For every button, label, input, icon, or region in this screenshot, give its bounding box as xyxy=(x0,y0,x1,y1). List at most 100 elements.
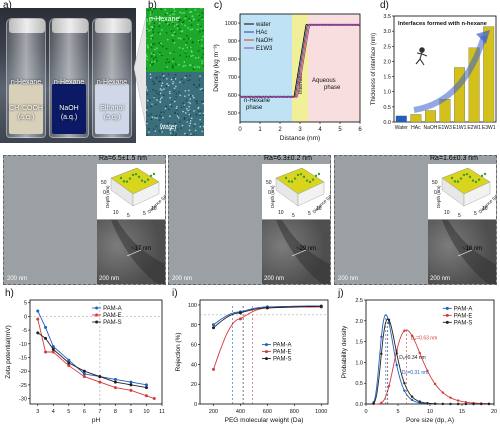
y-axis-label: Thickness of interface (nm) xyxy=(371,33,377,105)
category-label: Water xyxy=(395,125,408,131)
data-point xyxy=(98,375,102,379)
afm-z-tick: 0 xyxy=(434,190,437,196)
data-point xyxy=(426,402,429,405)
roughness-label: Ra=6.5±1.5 nm xyxy=(99,155,148,162)
tick-label: 20 xyxy=(191,382,197,388)
data-point xyxy=(98,380,102,384)
afm-depth-label: Depth (nm) xyxy=(436,185,441,208)
tick-label: 0 xyxy=(194,402,197,408)
tick-label: 5 xyxy=(67,409,70,415)
x-axis-label: Distance (nm) xyxy=(280,135,320,142)
region-label-right: Aqueous xyxy=(312,78,336,84)
data-point xyxy=(395,352,398,355)
data-point xyxy=(82,375,86,379)
tick-label: -25 xyxy=(19,383,27,389)
category-label: E1W3 xyxy=(438,125,452,131)
sem-scale-label: 200 nm xyxy=(172,276,193,282)
tick-label: 500 xyxy=(228,111,237,117)
md-bottom-label: water xyxy=(160,124,178,131)
tick-label: 2.0 xyxy=(383,59,391,65)
data-point xyxy=(464,402,468,406)
data-point xyxy=(144,394,148,398)
data-point xyxy=(44,325,48,329)
afm-x-tick: 5 xyxy=(143,211,146,217)
tick-label: 1000 xyxy=(225,21,237,27)
data-point xyxy=(129,388,133,392)
legend-entry: E1W3 xyxy=(256,46,273,52)
md-top-label: n-Hexane xyxy=(149,16,180,23)
x-axis-label: pH xyxy=(92,417,101,424)
series-line-PAM-S xyxy=(213,305,322,329)
tick-label: 1.5 xyxy=(383,75,391,81)
tick-label: 0 xyxy=(364,409,367,415)
data-point xyxy=(403,381,406,385)
afm-x-tick: 10 xyxy=(316,206,322,212)
sem-scale-label: 200 nm xyxy=(7,276,28,282)
label-h: h) xyxy=(5,288,14,299)
legend-entry: PAM-E xyxy=(454,313,473,319)
data-point xyxy=(449,402,452,406)
legend-entry: PAM-S xyxy=(454,320,473,326)
tick-label: 4 xyxy=(318,127,322,133)
bottle-1-bottom-label: CH₃COOH xyxy=(9,105,43,112)
data-point xyxy=(380,401,383,405)
legend-entry: PAM-S xyxy=(273,357,292,363)
tick-label: -15 xyxy=(19,355,27,361)
tem-scale-label: 200 nm xyxy=(264,276,285,282)
tick-label: 0.0 xyxy=(355,402,363,408)
bottle-1-top-label: n-Hexane xyxy=(10,79,42,86)
bar-E3W1 xyxy=(483,26,495,123)
tick-label: 600 xyxy=(228,93,237,99)
region-label-mid: Interface xyxy=(298,73,304,94)
data-point xyxy=(418,351,421,355)
data-point xyxy=(144,383,148,387)
bottle-2-bottom-label: NaOH xyxy=(59,105,79,112)
afm-x-tick: 5 xyxy=(127,213,130,219)
tick-label: 2.5 xyxy=(383,44,391,50)
tick-label: 2 xyxy=(278,127,282,133)
chart-j-pore-size: 0 5 10 15 20 0.0 0.5 1.0 1.5 2.0 2.5 Pore size (dp,… xyxy=(341,298,497,424)
tick-label: 20 xyxy=(491,409,497,415)
data-point xyxy=(319,304,323,308)
tick-label: 5 xyxy=(24,301,27,307)
tick-label: 2.0 xyxy=(355,319,363,325)
data-point xyxy=(51,345,55,349)
legend-entry: PAM-A xyxy=(454,306,473,312)
bottle-1-aq: (a.q.) xyxy=(17,114,35,121)
tem-image: ~17 nm 200 nm xyxy=(97,220,165,284)
bar-E1W1 xyxy=(454,67,466,123)
legend-entry: PAM-E xyxy=(273,350,292,356)
data-point xyxy=(265,306,269,310)
data-point xyxy=(113,386,117,390)
y-axis-label: Zeta potential(mV) xyxy=(5,325,12,378)
tick-label: 60 xyxy=(191,343,197,349)
data-point xyxy=(487,402,491,406)
label-j: j) xyxy=(338,288,344,299)
tick-label: 3 xyxy=(36,409,39,415)
data-point xyxy=(113,377,117,381)
category-label: HAc xyxy=(411,125,421,131)
afm-x-tick: 10 xyxy=(482,206,488,212)
series-line-water xyxy=(239,23,361,99)
annotation: Dₑ=0.34 nm xyxy=(399,355,425,361)
data-point xyxy=(211,326,215,330)
category-label: E3W1 xyxy=(482,125,496,131)
tick-label: 10 xyxy=(143,409,149,415)
tick-label: 3.5 xyxy=(383,14,391,20)
afm-x-tick: 5 xyxy=(308,211,311,217)
tick-label: 9 xyxy=(129,409,132,415)
data-point xyxy=(36,331,40,335)
bar-HAc xyxy=(410,114,422,123)
tick-label: 0.5 xyxy=(355,381,363,387)
tick-label: 800 xyxy=(290,409,299,415)
label-i: i) xyxy=(172,288,178,299)
bar-Water xyxy=(395,115,407,123)
membrane-thickness-label: ~17 nm xyxy=(131,246,152,252)
chart-c-density: 0 1 2 3 4 5 6 500 600 700 800 900 1000 Distance (nm) D… xyxy=(213,13,362,142)
legend-entry: PAM-A xyxy=(103,306,122,312)
data-point xyxy=(410,395,414,398)
chart-i-rejection: 200 400 600 800 1000 0 20 40 60 80 100 PEG molecula… xyxy=(175,299,329,424)
data-point xyxy=(44,336,48,340)
legend-entry: NaOH xyxy=(256,38,273,44)
afm-x-tick: 5 xyxy=(292,213,295,219)
